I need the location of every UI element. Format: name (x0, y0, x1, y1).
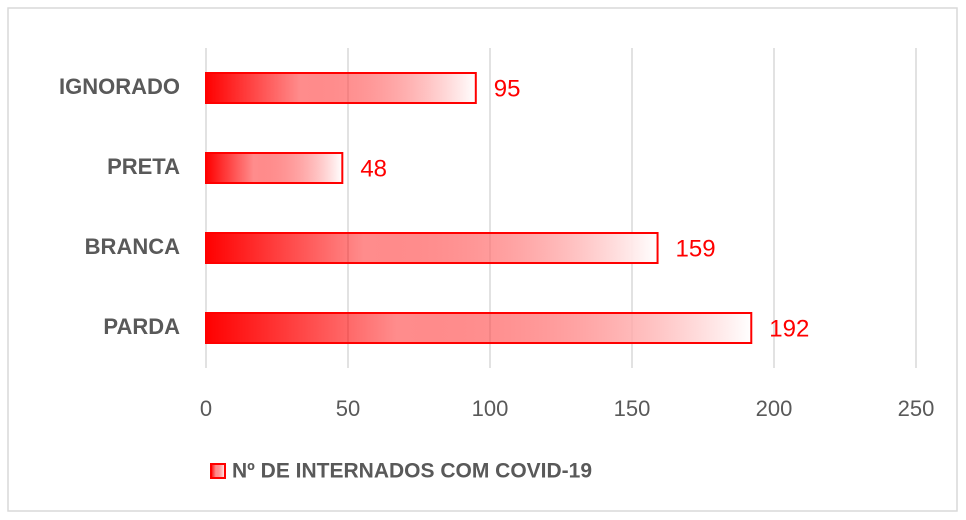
data-label: 48 (360, 155, 387, 182)
data-label: 192 (769, 315, 809, 342)
x-tick-label: 100 (472, 396, 509, 421)
data-label: 95 (494, 75, 521, 102)
x-tick-label: 200 (756, 396, 793, 421)
x-tick-label: 250 (898, 396, 935, 421)
legend-swatch (210, 463, 226, 479)
bar (205, 152, 344, 184)
y-tick-label: PRETA (107, 154, 180, 179)
y-tick-label: BRANCA (85, 234, 180, 259)
data-label: 159 (676, 235, 716, 262)
y-tick-label: PARDA (103, 314, 180, 339)
bar (205, 312, 753, 344)
bar (205, 72, 477, 104)
bar (205, 232, 659, 264)
y-tick-label: IGNORADO (59, 74, 180, 99)
legend-label: Nº DE INTERNADOS COM COVID-19 (232, 460, 592, 483)
x-tick-label: 50 (336, 396, 360, 421)
x-tick-label: 150 (614, 396, 651, 421)
x-tick-label: 0 (200, 396, 212, 421)
